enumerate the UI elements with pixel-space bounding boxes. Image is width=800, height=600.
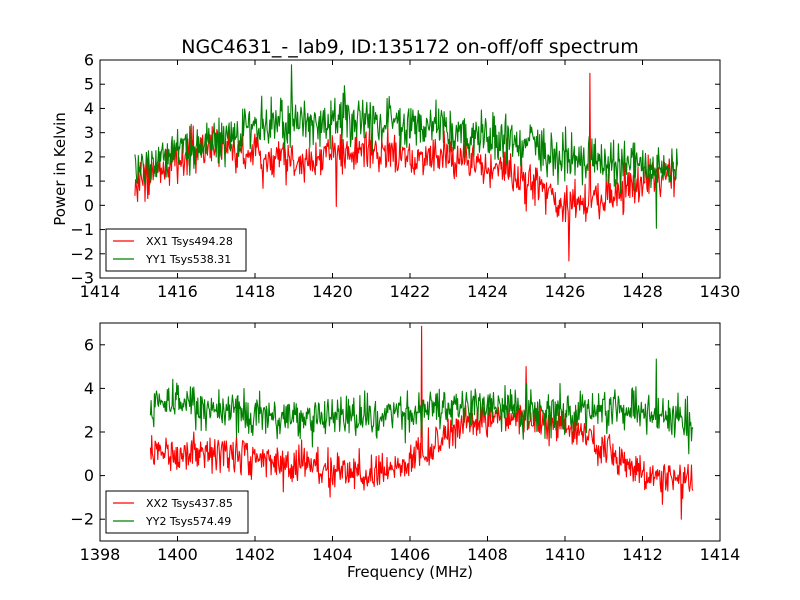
- y-tick-label: −2: [70, 244, 94, 263]
- bottom-y-ticks: −2 0 2 4 6: [70, 335, 720, 529]
- legend-label-yy1: YY1 Tsys538.31: [145, 253, 231, 266]
- bottom-x-ticks: 1398 1400 1402 1404 1406 1408 1410 1412 1414: [80, 323, 741, 564]
- y-tick-label: −2: [70, 510, 94, 529]
- top-y-ticks: −3 −2 −1 0 1 2 3 4 5 6: [70, 51, 720, 288]
- series-line-yy1: [134, 64, 678, 229]
- x-tick-label: 1402: [235, 545, 276, 564]
- bottom-axes: 1398 1400 1402 1404 1406 1408 1410 1412 1414 −2 0…: [70, 322, 741, 581]
- top-series-group: [134, 64, 678, 262]
- top-x-ticks: 1414 1416 1418 1420 1422 1424 1426 1428 1430: [80, 60, 741, 301]
- x-tick-label: 1410: [545, 545, 586, 564]
- x-axis-label: Frequency (MHz): [347, 563, 473, 581]
- y-tick-label: 6: [84, 335, 94, 354]
- bottom-legend-box: [105, 490, 249, 534]
- legend-label-xx1: XX1 Tsys494.28: [146, 235, 233, 248]
- x-tick-label: 1428: [622, 282, 663, 301]
- x-tick-label: 1430: [700, 282, 741, 301]
- top-legend-box: [105, 228, 247, 272]
- y-tick-label: −1: [70, 220, 94, 239]
- bottom-legend: XX2 Tsys437.85 YY2 Tsys574.49: [105, 490, 249, 534]
- x-tick-label: 1418: [235, 282, 276, 301]
- y-tick-label: 2: [84, 147, 94, 166]
- x-tick-label: 1414: [700, 545, 741, 564]
- x-tick-label: 1398: [80, 545, 121, 564]
- y-tick-label: 6: [84, 51, 94, 70]
- y-tick-label: 2: [84, 423, 94, 442]
- y-tick-label: 1: [84, 172, 94, 191]
- x-tick-label: 1414: [80, 282, 121, 301]
- top-y-axis-label: Power in Kelvin: [51, 112, 69, 226]
- legend-label-xx2: XX2 Tsys437.85: [146, 497, 233, 510]
- chart-title: NGC4631_-_lab9, ID:135172 on-off/off spe…: [181, 36, 638, 58]
- x-tick-label: 1422: [390, 282, 431, 301]
- y-tick-label: 5: [84, 75, 94, 94]
- x-tick-label: 1420: [312, 282, 353, 301]
- y-tick-label: 4: [84, 99, 94, 118]
- x-tick-label: 1426: [545, 282, 586, 301]
- x-tick-label: 1412: [622, 545, 663, 564]
- x-tick-label: 1400: [157, 545, 198, 564]
- y-tick-label: 4: [84, 379, 94, 398]
- top-legend: XX1 Tsys494.28 YY1 Tsys538.31: [105, 228, 247, 272]
- top-axes: 1414 1416 1418 1420 1422 1424 1426 1428 1430 −3−…: [51, 51, 740, 302]
- legend-label-yy2: YY2 Tsys574.49: [145, 515, 231, 528]
- y-tick-label: 0: [84, 196, 94, 215]
- series-line-xx2: [149, 325, 694, 520]
- series-line-yy2: [149, 358, 694, 455]
- x-tick-label: 1408: [467, 545, 508, 564]
- bottom-series-group: [149, 325, 694, 520]
- x-tick-label: 1404: [312, 545, 353, 564]
- x-tick-label: 1406: [390, 545, 431, 564]
- y-tick-label: 0: [84, 466, 94, 485]
- y-tick-label: −3: [70, 269, 94, 288]
- x-tick-label: 1424: [467, 282, 508, 301]
- y-tick-label: 3: [84, 123, 94, 142]
- x-tick-label: 1416: [157, 282, 198, 301]
